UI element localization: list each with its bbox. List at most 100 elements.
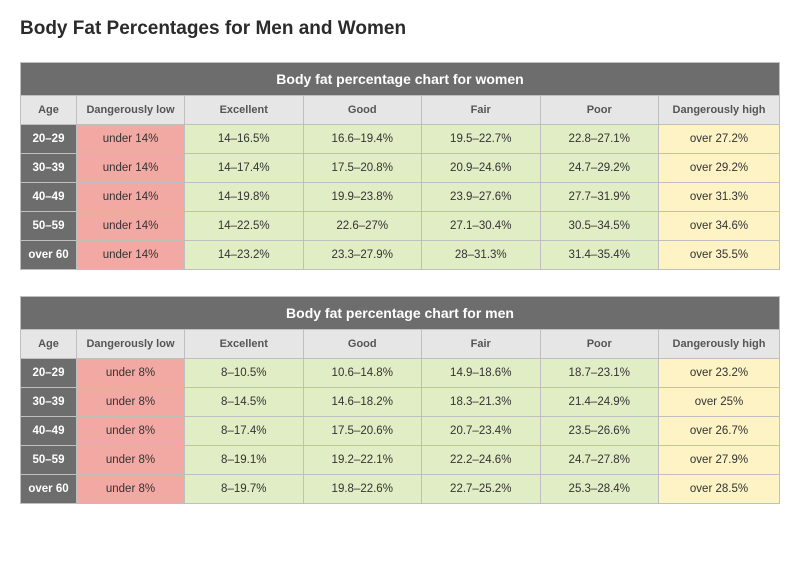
chart-title: Body fat percentage chart for women: [21, 63, 779, 95]
table-cell: 40–49: [21, 182, 77, 211]
table-cell: 24.7–29.2%: [541, 153, 660, 182]
table-cell: 50–59: [21, 211, 77, 240]
table-cell: 14.9–18.6%: [422, 358, 541, 387]
column-header: Dangerously low: [77, 95, 185, 124]
table-cell: over 60: [21, 240, 77, 269]
column-header: Fair: [422, 95, 541, 124]
table-cell: 22.8–27.1%: [541, 124, 660, 153]
table-cell: over 28.5%: [659, 474, 779, 503]
table-cell: 19.8–22.6%: [304, 474, 423, 503]
table-cell: under 14%: [77, 211, 185, 240]
table-cell: 22.6–27%: [304, 211, 423, 240]
table-row: over 60under 14%14–23.2%23.3–27.9%28–31.…: [21, 240, 779, 269]
table-cell: 24.7–27.8%: [541, 445, 660, 474]
table-cell: under 14%: [77, 182, 185, 211]
table-row: 20–29under 8%8–10.5%10.6–14.8%14.9–18.6%…: [21, 358, 779, 387]
column-header: Dangerously low: [77, 329, 185, 358]
table-cell: over 34.6%: [659, 211, 779, 240]
column-header: Excellent: [185, 329, 304, 358]
table-cell: 30.5–34.5%: [541, 211, 660, 240]
column-header: Good: [304, 329, 423, 358]
table-cell: 14–19.8%: [185, 182, 304, 211]
table-cell: 25.3–28.4%: [541, 474, 660, 503]
column-header: Excellent: [185, 95, 304, 124]
table-cell: 20.7–23.4%: [422, 416, 541, 445]
table-cell: 14–16.5%: [185, 124, 304, 153]
table-cell: 20–29: [21, 124, 77, 153]
table-cell: 14–23.2%: [185, 240, 304, 269]
table-cell: 19.9–23.8%: [304, 182, 423, 211]
chart-title: Body fat percentage chart for men: [21, 297, 779, 329]
column-header: Dangerously high: [659, 95, 779, 124]
column-header: Age: [21, 95, 77, 124]
table-cell: 31.4–35.4%: [541, 240, 660, 269]
table-cell: 14–22.5%: [185, 211, 304, 240]
table-cell: over 35.5%: [659, 240, 779, 269]
table-row: 30–39under 14%14–17.4%17.5–20.8%20.9–24.…: [21, 153, 779, 182]
column-header: Good: [304, 95, 423, 124]
table-row: 40–49under 8%8–17.4%17.5–20.6%20.7–23.4%…: [21, 416, 779, 445]
table-cell: 30–39: [21, 153, 77, 182]
charts-container: Body fat percentage chart for womenAgeDa…: [20, 62, 780, 504]
table-cell: over 27.2%: [659, 124, 779, 153]
table-cell: over 27.9%: [659, 445, 779, 474]
table-cell: 18.3–21.3%: [422, 387, 541, 416]
table-cell: 22.2–24.6%: [422, 445, 541, 474]
table-cell: 20.9–24.6%: [422, 153, 541, 182]
chart-women: Body fat percentage chart for womenAgeDa…: [20, 62, 780, 270]
table-cell: 18.7–23.1%: [541, 358, 660, 387]
column-header: Age: [21, 329, 77, 358]
table-cell: 8–19.7%: [185, 474, 304, 503]
table-row: 40–49under 14%14–19.8%19.9–23.8%23.9–27.…: [21, 182, 779, 211]
table-cell: under 8%: [77, 387, 185, 416]
table-cell: 40–49: [21, 416, 77, 445]
table-cell: 30–39: [21, 387, 77, 416]
table-cell: 8–10.5%: [185, 358, 304, 387]
table-row: 20–29under 14%14–16.5%16.6–19.4%19.5–22.…: [21, 124, 779, 153]
column-header: Poor: [541, 95, 660, 124]
table-header-row: AgeDangerously lowExcellentGoodFairPoorD…: [21, 329, 779, 358]
table-cell: 14–17.4%: [185, 153, 304, 182]
table-row: over 60under 8%8–19.7%19.8–22.6%22.7–25.…: [21, 474, 779, 503]
table-cell: 8–14.5%: [185, 387, 304, 416]
table-cell: 23.3–27.9%: [304, 240, 423, 269]
chart-men: Body fat percentage chart for menAgeDang…: [20, 296, 780, 504]
table-cell: 17.5–20.6%: [304, 416, 423, 445]
table-header-row: AgeDangerously lowExcellentGoodFairPoorD…: [21, 95, 779, 124]
table-cell: 27.7–31.9%: [541, 182, 660, 211]
page-title: Body Fat Percentages for Men and Women: [20, 18, 780, 40]
table-row: 50–59under 8%8–19.1%19.2–22.1%22.2–24.6%…: [21, 445, 779, 474]
table-cell: 28–31.3%: [422, 240, 541, 269]
table-cell: 19.5–22.7%: [422, 124, 541, 153]
table-cell: over 25%: [659, 387, 779, 416]
table-cell: under 14%: [77, 240, 185, 269]
table-cell: 17.5–20.8%: [304, 153, 423, 182]
table-row: 30–39under 8%8–14.5%14.6–18.2%18.3–21.3%…: [21, 387, 779, 416]
table-cell: over 26.7%: [659, 416, 779, 445]
table-cell: over 60: [21, 474, 77, 503]
table-cell: 16.6–19.4%: [304, 124, 423, 153]
table-cell: 23.5–26.6%: [541, 416, 660, 445]
table-cell: 50–59: [21, 445, 77, 474]
table-cell: 8–19.1%: [185, 445, 304, 474]
table-cell: over 23.2%: [659, 358, 779, 387]
table-cell: under 8%: [77, 445, 185, 474]
table-cell: under 14%: [77, 124, 185, 153]
table-cell: under 8%: [77, 358, 185, 387]
column-header: Fair: [422, 329, 541, 358]
table-cell: 23.9–27.6%: [422, 182, 541, 211]
table-cell: 14.6–18.2%: [304, 387, 423, 416]
column-header: Dangerously high: [659, 329, 779, 358]
table-cell: 20–29: [21, 358, 77, 387]
table-cell: 21.4–24.9%: [541, 387, 660, 416]
table-row: 50–59under 14%14–22.5%22.6–27%27.1–30.4%…: [21, 211, 779, 240]
table-cell: under 14%: [77, 153, 185, 182]
table-cell: under 8%: [77, 474, 185, 503]
table-cell: over 29.2%: [659, 153, 779, 182]
table-cell: 8–17.4%: [185, 416, 304, 445]
table-cell: 22.7–25.2%: [422, 474, 541, 503]
table-cell: 10.6–14.8%: [304, 358, 423, 387]
table-cell: under 8%: [77, 416, 185, 445]
table-cell: over 31.3%: [659, 182, 779, 211]
column-header: Poor: [541, 329, 660, 358]
